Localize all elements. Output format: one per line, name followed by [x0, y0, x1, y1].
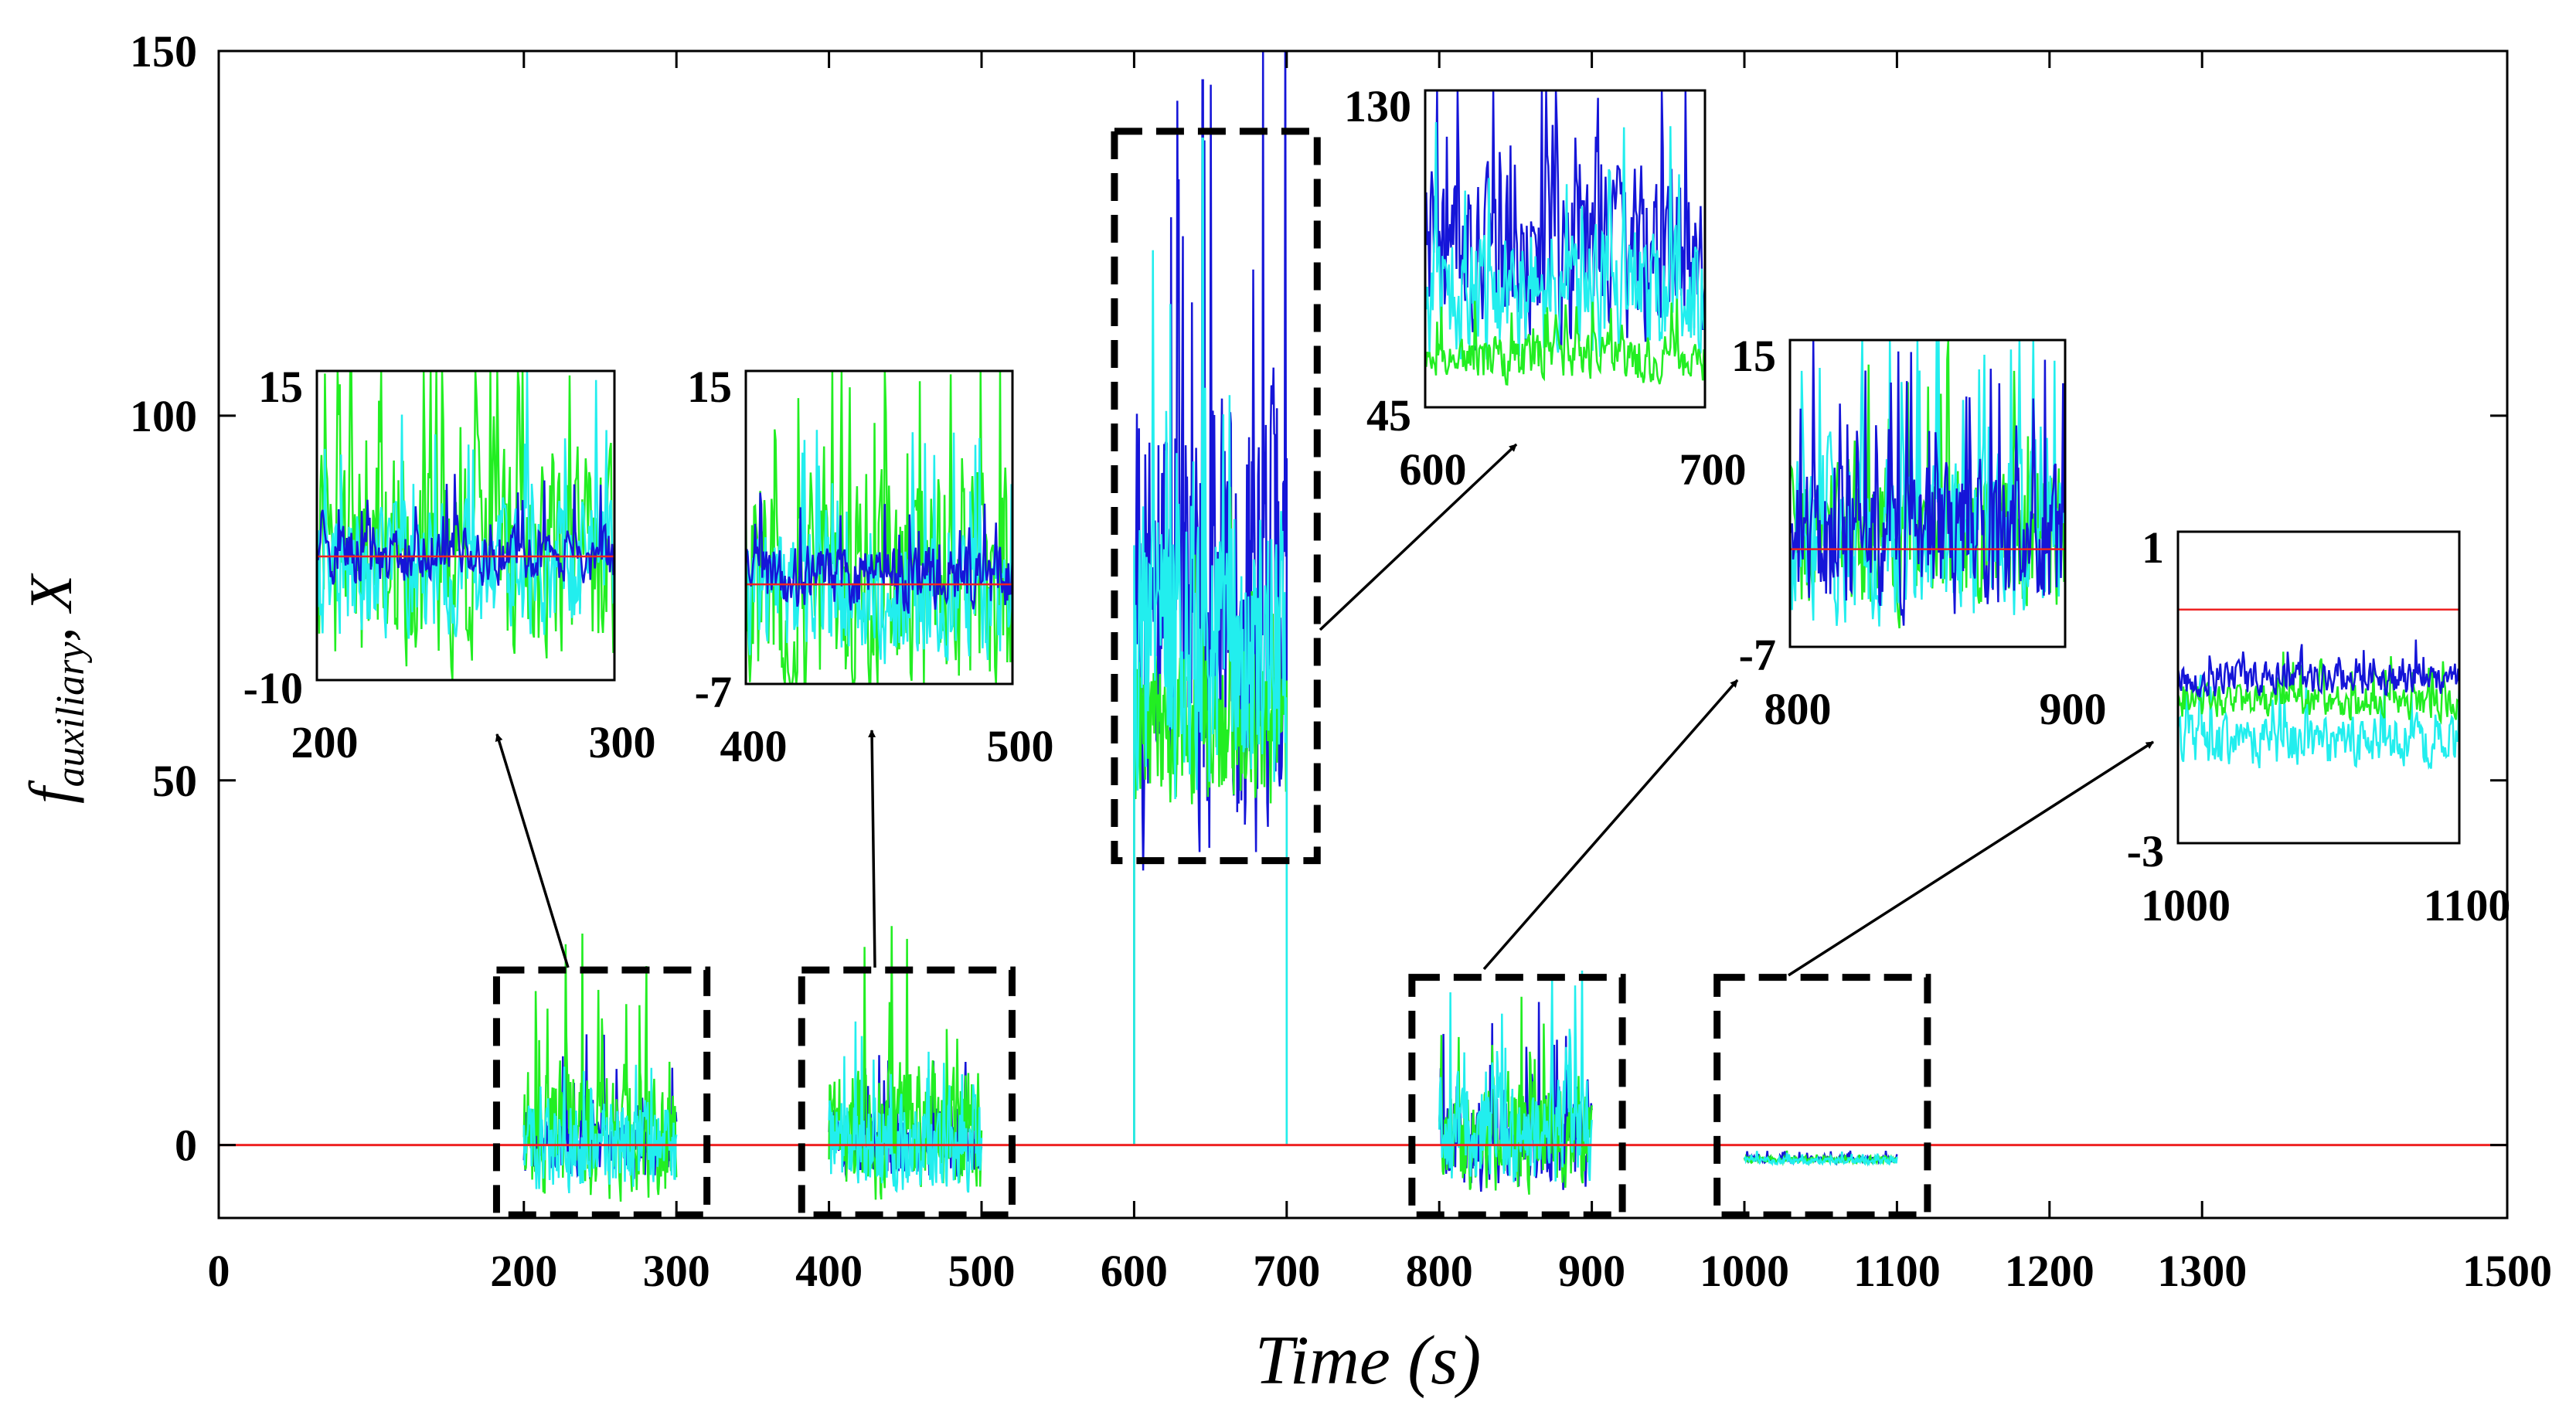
x-tick-label-0: 0 [208, 1246, 230, 1296]
x-tick-label-900: 900 [1558, 1246, 1625, 1296]
y-tick-label-0: 0 [175, 1121, 197, 1171]
x-axis-label: Time (s) [1255, 1322, 1482, 1399]
inset-1-ymin-label: -10 [243, 663, 303, 713]
inset-4-series-blue [1790, 340, 2065, 626]
x-tick-label-1500: 1500 [2462, 1246, 2552, 1296]
x-tick-label-300: 300 [643, 1246, 710, 1296]
series-green-segment-2 [828, 926, 983, 1200]
x-tick-label-400: 400 [795, 1246, 863, 1296]
inset-5-ymax-label: 1 [2142, 522, 2164, 573]
x-tick-label-800: 800 [1406, 1246, 1473, 1296]
inset-2-ymax-label: 15 [687, 362, 732, 412]
inset-5-series-blue [2178, 639, 2459, 698]
plot-area [219, 51, 2507, 1202]
y-tick-label-100: 100 [130, 391, 197, 441]
x-tick-label-1000: 1000 [1700, 1246, 1789, 1296]
highlight-box-3 [1111, 128, 1321, 865]
x-tick-label-500: 500 [948, 1246, 1016, 1296]
plot-frame [217, 49, 2509, 1220]
inset-1-xmin-label: 200 [291, 717, 359, 767]
inset-1-frame [315, 369, 616, 682]
x-tick-label-1300: 1300 [2157, 1246, 2247, 1296]
y-tick-label-150: 150 [130, 26, 197, 77]
series-cyan-segment-3 [1133, 138, 1288, 1145]
inset-3-series-cyan [1425, 121, 1705, 360]
inset-1-xmax-label: 300 [589, 717, 656, 767]
highlight-box-5 [1713, 974, 1931, 1219]
inset-4-plot [1790, 340, 2065, 629]
inset-5-frame [2176, 530, 2461, 845]
x-tick-label-600: 600 [1101, 1246, 1168, 1296]
y-axis-label-sub: auxiliary [49, 641, 93, 788]
inset-3-series-green [1425, 298, 1705, 386]
x-tick-label-1100: 1100 [1853, 1246, 1941, 1296]
inset-3-ymin-label: 45 [1366, 390, 1411, 441]
zoom-arrow-4 [1482, 679, 1739, 971]
inset-3-xmax-label: 700 [1679, 444, 1747, 495]
inset-3-ymax-label: 130 [1344, 81, 1411, 131]
inset-5-xmin-label: 1000 [2141, 880, 2231, 930]
zoom-arrow-2 [868, 730, 876, 968]
y-tick-label-50: 50 [152, 756, 197, 806]
inset-2-ymin-label: -7 [695, 667, 732, 717]
inset-3-plot [1425, 90, 1705, 386]
inset-2-xmax-label: 500 [987, 721, 1054, 771]
inset-5-xmax-label: 1100 [2424, 880, 2511, 930]
inset-5-series-cyan [2178, 674, 2459, 771]
highlight-box-1 [492, 966, 711, 1219]
series-cyan-segment-4 [1438, 970, 1593, 1182]
inset-4-ymin-label: -7 [1739, 630, 1776, 680]
inset-4-xmin-label: 800 [1764, 684, 1832, 734]
inset-3-xmin-label: 600 [1400, 444, 1467, 495]
x-tick-label-700: 700 [1253, 1246, 1320, 1296]
x-tick-label-1200: 1200 [2005, 1246, 2094, 1296]
x-tick-label-200: 200 [490, 1246, 557, 1296]
y-axis-label: fauxiliary, X [17, 573, 93, 804]
inset-1-series-cyan [317, 371, 614, 639]
inset-1-plot [317, 371, 614, 680]
series-cyan-segment-1 [522, 1064, 678, 1194]
inset-5-plot [2178, 608, 2459, 771]
inset-3-frame [1424, 89, 1707, 409]
inset-1-ymax-label: 15 [258, 362, 303, 412]
inset-4-frame [1788, 338, 2067, 648]
zoom-arrow-1 [495, 733, 570, 968]
inset-2-xmin-label: 400 [720, 721, 788, 771]
inset-4-xmax-label: 900 [2040, 684, 2107, 734]
inset-2-series-blue [746, 492, 1012, 614]
zoom-arrow-3 [1319, 443, 1518, 631]
series-cyan-segment-5 [1744, 1151, 1898, 1167]
y-axis-label-suffix: , X [17, 573, 84, 642]
inset-2-frame [744, 369, 1014, 685]
highlight-box-2 [798, 966, 1016, 1219]
inset-2-series-cyan [746, 430, 1012, 665]
inset-1-series-blue [317, 474, 614, 586]
zoom-arrow-5 [1788, 740, 2154, 977]
inset-5-ymin-label: -3 [2127, 826, 2164, 876]
inset-2-plot [746, 371, 1012, 684]
highlight-box-4 [1408, 974, 1626, 1219]
inset-4-ymax-label: 15 [1731, 331, 1776, 381]
